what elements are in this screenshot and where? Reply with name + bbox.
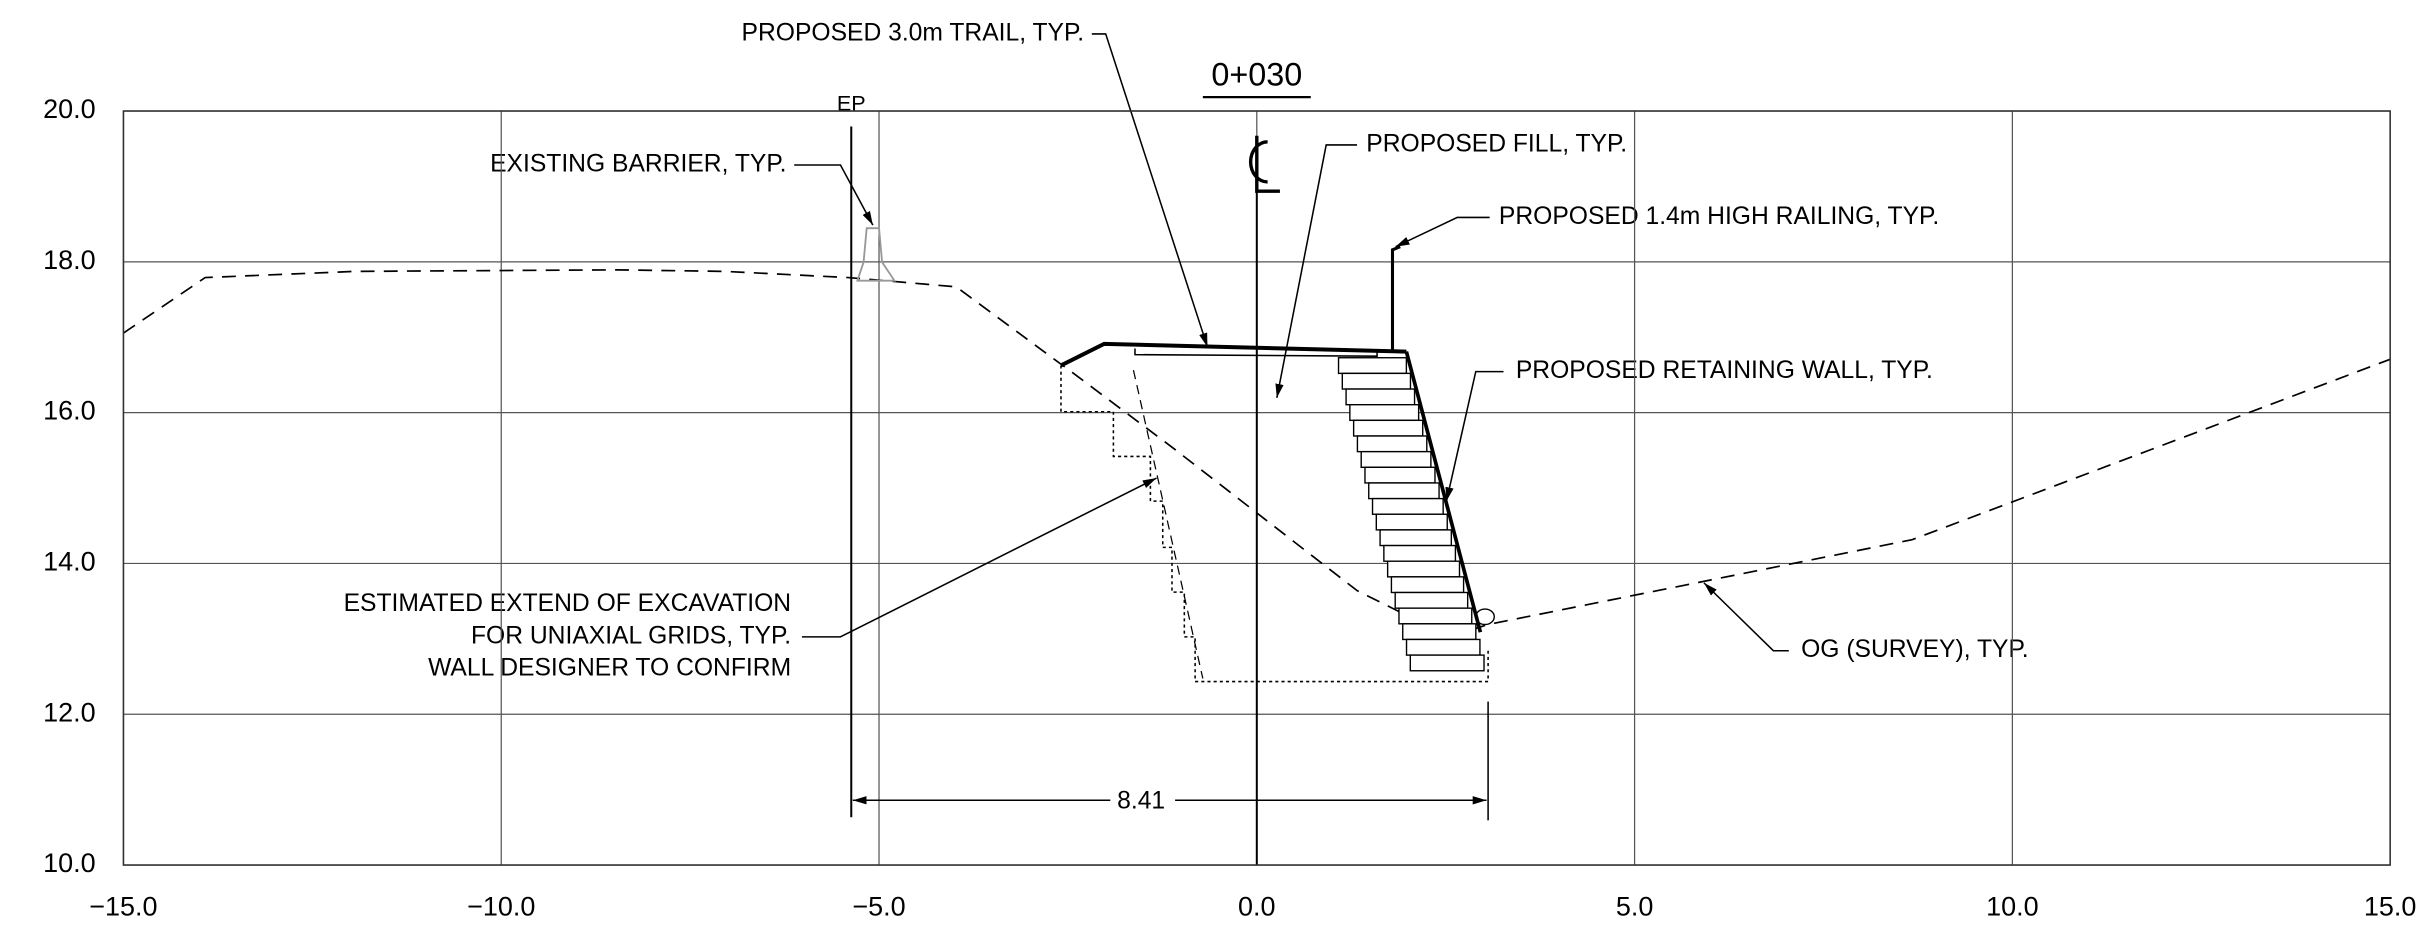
trail-base (1134, 348, 1378, 357)
dimension-label: 8.41 (1117, 787, 1165, 814)
wall-block (1337, 357, 1408, 375)
wall-block (1364, 466, 1436, 484)
x-tick-label: 15.0 (2364, 891, 2417, 921)
barrier (856, 227, 897, 282)
centerline-symbol (1249, 135, 1280, 193)
leader (1091, 33, 1209, 348)
wall-block (1371, 497, 1444, 515)
wall-block (1356, 435, 1428, 453)
wall-block (1349, 403, 1420, 422)
x-tick-label: −10.0 (467, 891, 535, 921)
railing (1390, 245, 1401, 352)
excavation-line (1060, 365, 1489, 683)
x-tick-label: 0.0 (1238, 891, 1276, 921)
leader (1395, 216, 1490, 248)
excavation-label: WALL DESIGNER TO CONFIRM (428, 655, 791, 682)
leader (1445, 370, 1504, 502)
wall-block (1341, 372, 1412, 390)
wall-block (1379, 529, 1453, 547)
railing-label: PROPOSED 1.4m HIGH RAILING, TYP. (1499, 203, 1939, 230)
drain-pipe (1475, 608, 1495, 626)
trail-label: PROPOSED 3.0m TRAIL, TYP. (742, 19, 1085, 46)
wall-block (1345, 388, 1416, 406)
leader (801, 477, 1157, 638)
wall-block (1394, 591, 1469, 609)
x-tick-label: 10.0 (1986, 891, 2039, 921)
og-label: OG (SURVEY), TYP. (1801, 636, 2028, 663)
y-tick-label: 18.0 (43, 245, 95, 275)
wall-block (1398, 607, 1473, 625)
wall-block (1402, 623, 1477, 641)
wall-block (1383, 544, 1457, 562)
y-tick-label: 20.0 (43, 94, 95, 124)
y-tick-label: 16.0 (43, 396, 95, 426)
wall-block (1375, 513, 1448, 531)
wall-block (1368, 482, 1440, 500)
wall-block (1390, 576, 1465, 594)
leader (1275, 144, 1358, 398)
wall-block (1386, 560, 1461, 578)
fill-label: PROPOSED FILL, TYP. (1366, 130, 1627, 157)
leader (794, 164, 874, 226)
fill-slope (1132, 369, 1204, 679)
ep-label: EP (837, 91, 866, 116)
leader (1703, 582, 1789, 652)
x-tick-label: −15.0 (89, 891, 157, 921)
station-label: 0+030 (1211, 57, 1302, 93)
og-profile (122, 268, 2391, 638)
excavation-label: ESTIMATED EXTEND OF EXCAVATION (344, 590, 792, 617)
frame (122, 110, 2391, 866)
wall-block (1360, 450, 1432, 468)
wall-block (1409, 654, 1485, 672)
excavation-label: FOR UNIAXIAL GRIDS, TYP. (471, 622, 791, 649)
y-tick-label: 10.0 (43, 848, 95, 878)
y-tick-label: 14.0 (43, 547, 95, 577)
x-tick-label: 5.0 (1616, 891, 1653, 921)
wall-face (1404, 351, 1483, 633)
x-tick-label: −5.0 (852, 891, 905, 921)
barrier-label: EXISTING BARRIER, TYP. (490, 151, 786, 178)
y-tick-label: 12.0 (43, 697, 95, 727)
wall-block (1352, 419, 1424, 437)
wall-label: PROPOSED RETAINING WALL, TYP. (1516, 357, 1933, 384)
trail-surface (1060, 341, 1407, 368)
wall-block (1405, 638, 1481, 656)
